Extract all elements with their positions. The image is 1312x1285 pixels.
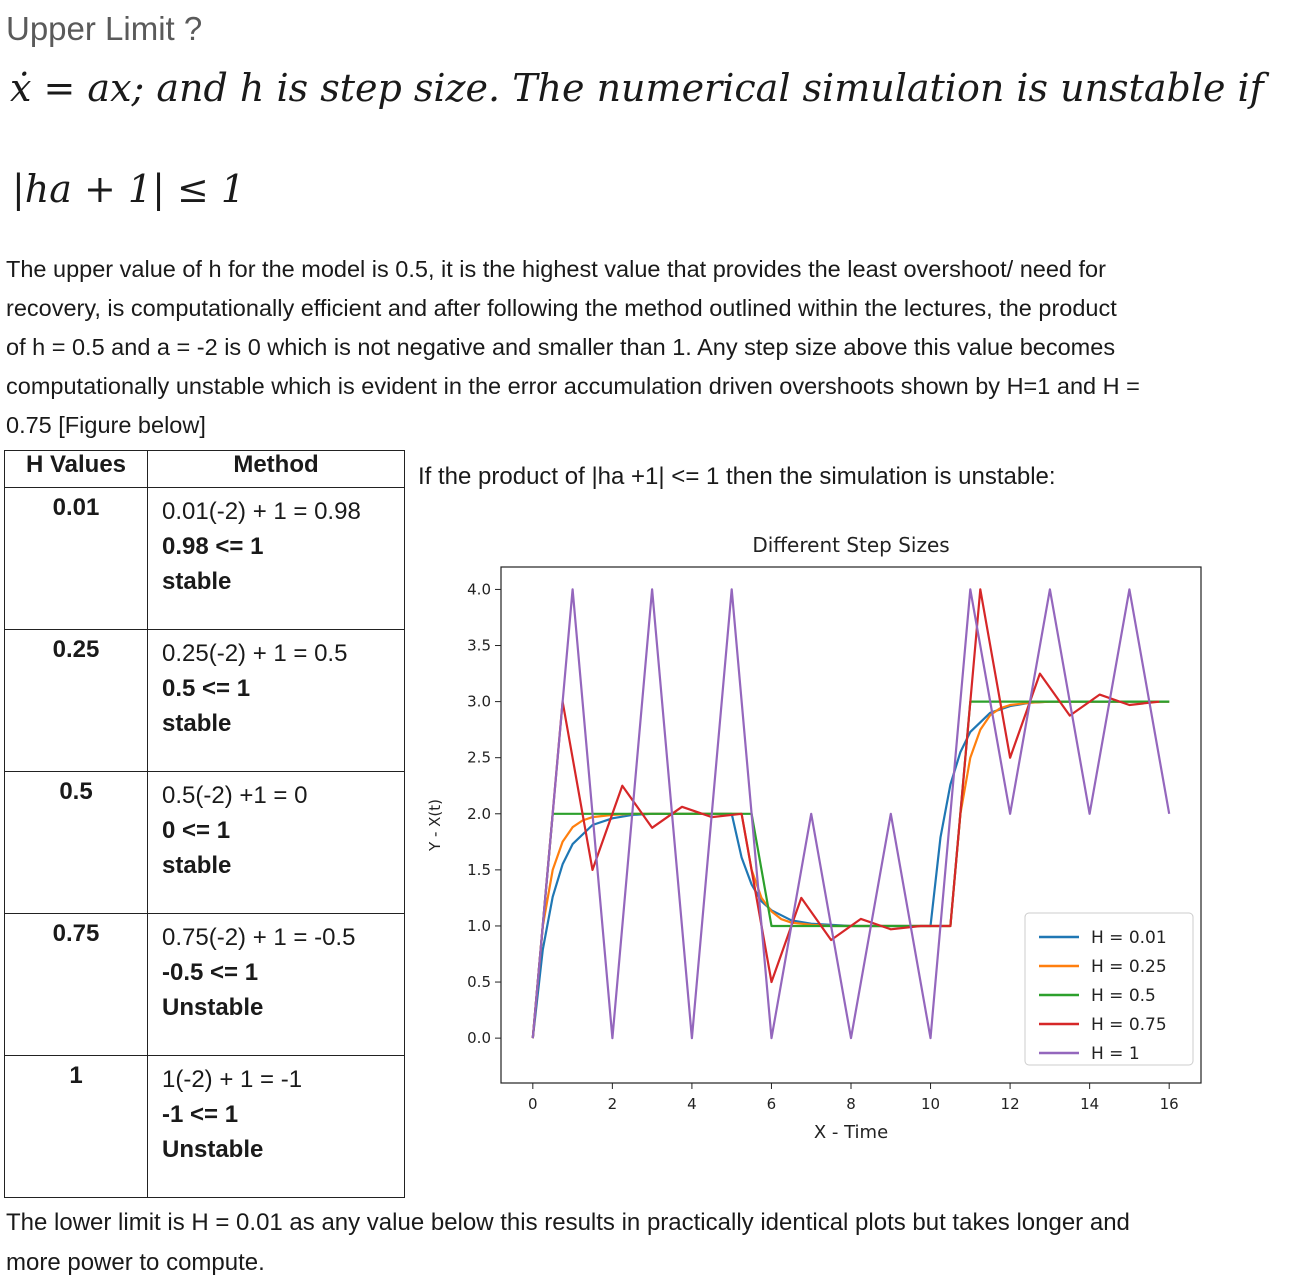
footer-line: The lower limit is H = 0.01 as any value… — [6, 1209, 1130, 1236]
method-check: 0.5 <= 1 — [162, 675, 251, 702]
legend-label: H = 0.25 — [1091, 957, 1167, 977]
y-tick-label: 3.0 — [467, 693, 491, 711]
method-verdict: stable — [162, 852, 232, 879]
method-cell: 1(-2) + 1 = -1 -1 <= 1 Unstable — [147, 1055, 405, 1198]
y-tick-label: 1.5 — [467, 861, 491, 879]
legend-label: H = 0.75 — [1091, 1015, 1167, 1035]
x-tick-label: 4 — [687, 1095, 697, 1113]
h-value-cell: 0.75 — [4, 913, 148, 1056]
method-verdict: stable — [162, 710, 232, 737]
table-row: 0.25 0.25(-2) + 1 = 0.5 0.5 <= 1 stable — [4, 629, 405, 772]
series-line — [531, 700, 1170, 1039]
paragraph-line: 0.75 [Figure below] — [6, 412, 206, 438]
method-cell: 0.25(-2) + 1 = 0.5 0.5 <= 1 stable — [147, 629, 405, 772]
method-cell: 0.01(-2) + 1 = 0.98 0.98 <= 1 stable — [147, 487, 405, 630]
table-header-row: H Values Method — [4, 450, 405, 488]
x-tick-label: 0 — [528, 1095, 538, 1113]
y-tick-label: 2.0 — [467, 805, 491, 823]
table-row: 0.75 0.75(-2) + 1 = -0.5 -0.5 <= 1 Unsta… — [4, 913, 405, 1056]
method-calc: 0.75(-2) + 1 = -0.5 — [162, 924, 356, 951]
x-tick-label: 6 — [767, 1095, 777, 1113]
legend-box — [1024, 912, 1194, 1066]
h-values-table: H Values Method 0.01 0.01(-2) + 1 = 0.98… — [4, 450, 405, 1198]
method-calc: 0.5(-2) +1 = 0 — [162, 782, 308, 809]
footer-line: more power to compute. — [6, 1249, 265, 1276]
method-check: 0.98 <= 1 — [162, 533, 264, 560]
h-value-cell: 1 — [4, 1055, 148, 1198]
method-verdict: Unstable — [162, 994, 264, 1021]
explanation-paragraph: The upper value of h for the model is 0.… — [6, 250, 1306, 445]
x-axis-label: X - Time — [814, 1122, 888, 1143]
y-tick-label: 1.0 — [467, 917, 491, 935]
header-method: Method — [147, 450, 405, 488]
y-tick-label: 0.0 — [467, 1029, 491, 1047]
paragraph-line: The upper value of h for the model is 0.… — [6, 256, 1106, 282]
method-check: 0 <= 1 — [162, 817, 231, 844]
x-tick-label: 10 — [921, 1095, 940, 1113]
method-verdict: Unstable — [162, 1136, 264, 1163]
x-tick-label: 8 — [846, 1095, 856, 1113]
x-tick-label: 16 — [1160, 1095, 1179, 1113]
h-value-cell: 0.5 — [4, 771, 148, 914]
y-tick-label: 0.5 — [467, 973, 491, 991]
paragraph-line: of h = 0.5 and a = -2 is 0 which is not … — [6, 334, 1116, 360]
series-line — [531, 700, 1170, 1039]
method-verdict: stable — [162, 568, 232, 595]
series-line — [531, 588, 1171, 1040]
x-tick-label: 2 — [608, 1095, 618, 1113]
method-calc: 0.01(-2) + 1 = 0.98 — [162, 498, 361, 525]
y-tick-label: 3.5 — [467, 637, 491, 655]
y-tick-label: 4.0 — [467, 580, 491, 598]
footer-paragraph: The lower limit is H = 0.01 as any value… — [6, 1203, 1130, 1283]
y-tick-label: 2.5 — [467, 749, 491, 767]
legend-label: H = 0.5 — [1091, 986, 1156, 1006]
h-value-cell: 0.25 — [4, 629, 148, 772]
legend-label: H = 0.01 — [1091, 928, 1167, 948]
header-h-values: H Values — [4, 450, 148, 488]
equation-inequality: |ha + 1| ≤ 1 — [12, 167, 246, 211]
method-cell: 0.5(-2) +1 = 0 0 <= 1 stable — [147, 771, 405, 914]
method-calc: 0.25(-2) + 1 = 0.5 — [162, 640, 348, 667]
step-size-chart: Different Step Sizes 0 2 4 6 8 10 12 14 16 0.0 0.5… — [426, 533, 1202, 1143]
series-line — [531, 588, 1160, 1039]
table-row: 0.5 0.5(-2) +1 = 0 0 <= 1 stable — [4, 771, 405, 914]
paragraph-line: recovery, is computationally efficient a… — [6, 295, 1117, 321]
method-calc: 1(-2) + 1 = -1 — [162, 1066, 303, 1093]
chart-title: Different Step Sizes — [752, 533, 949, 557]
chart-caption: If the product of |ha +1| <= 1 then the … — [418, 463, 1056, 490]
legend-label: H = 1 — [1091, 1044, 1140, 1064]
method-check: -0.5 <= 1 — [162, 959, 259, 986]
equation-instability-condition: ẋ = ax; and h is step size. The numerica… — [10, 66, 1264, 110]
y-axis-label: Y - X(t) — [426, 799, 444, 852]
table-row: 0.01 0.01(-2) + 1 = 0.98 0.98 <= 1 stabl… — [4, 487, 405, 630]
method-check: -1 <= 1 — [162, 1101, 239, 1128]
page-heading: Upper Limit ? — [6, 10, 203, 47]
h-value-cell: 0.01 — [4, 487, 148, 630]
x-tick-label: 12 — [1001, 1095, 1020, 1113]
method-cell: 0.75(-2) + 1 = -0.5 -0.5 <= 1 Unstable — [147, 913, 405, 1056]
table-row: 1 1(-2) + 1 = -1 -1 <= 1 Unstable — [4, 1055, 405, 1198]
x-tick-label: 14 — [1080, 1095, 1099, 1113]
paragraph-line: computationally unstable which is eviden… — [6, 373, 1140, 399]
